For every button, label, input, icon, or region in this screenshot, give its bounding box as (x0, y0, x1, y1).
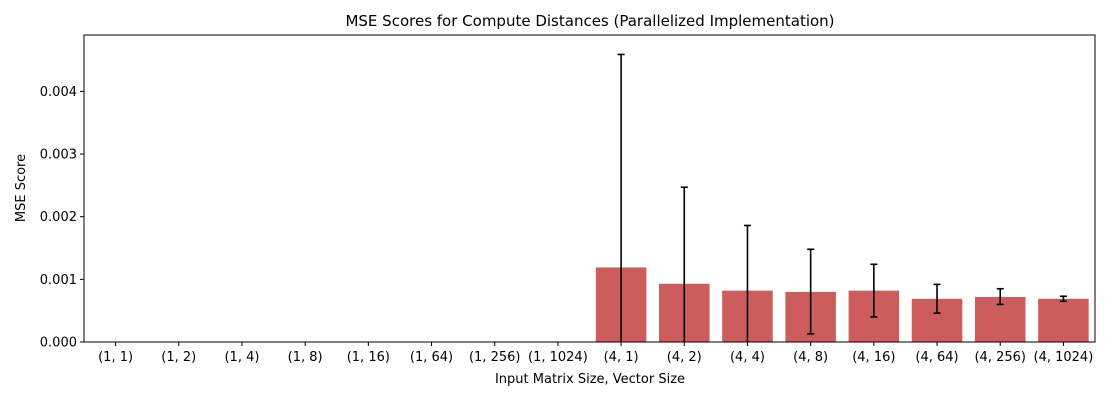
y-tick-label: 0.004 (40, 85, 77, 100)
x-tick-label: (4, 2) (667, 350, 702, 365)
y-tick-label: 0.001 (40, 273, 77, 288)
y-tick-label: 0.002 (40, 210, 77, 225)
axes-frame (83, 34, 1096, 343)
x-tick-label: (4, 4) (730, 350, 765, 365)
y-tick-label: 0.000 (40, 336, 77, 351)
bar (1038, 298, 1089, 342)
x-tick-label: (4, 8) (793, 350, 828, 365)
x-tick-label: (4, 1) (604, 350, 639, 365)
x-tick-label: (4, 16) (852, 350, 895, 365)
x-tick-label: (1, 4) (224, 350, 259, 365)
y-axis-title: MSE Score (14, 154, 29, 222)
chart-title: MSE Scores for Compute Distances (Parall… (345, 12, 834, 30)
x-axis-title: Input Matrix Size, Vector Size (495, 372, 685, 387)
y-tick-label: 0.003 (40, 148, 77, 163)
x-tick-label: (1, 16) (347, 350, 390, 365)
x-tick-label: (4, 256) (974, 350, 1026, 365)
x-tick-label: (1, 256) (469, 350, 521, 365)
x-tick-label: (1, 2) (161, 350, 196, 365)
x-tick-label: (1, 64) (410, 350, 453, 365)
x-tick-label: (4, 1024) (1034, 350, 1094, 365)
x-tick-label: (4, 64) (915, 350, 958, 365)
x-tick-label: (1, 1024) (528, 350, 588, 365)
plot-area: 0.000 0.001 0.002 0.003 0.004 (1, 1) (1, 2) (1,… (40, 34, 1096, 365)
x-tick-label: (1, 1) (98, 350, 133, 365)
x-tick-label: (1, 8) (288, 350, 323, 365)
